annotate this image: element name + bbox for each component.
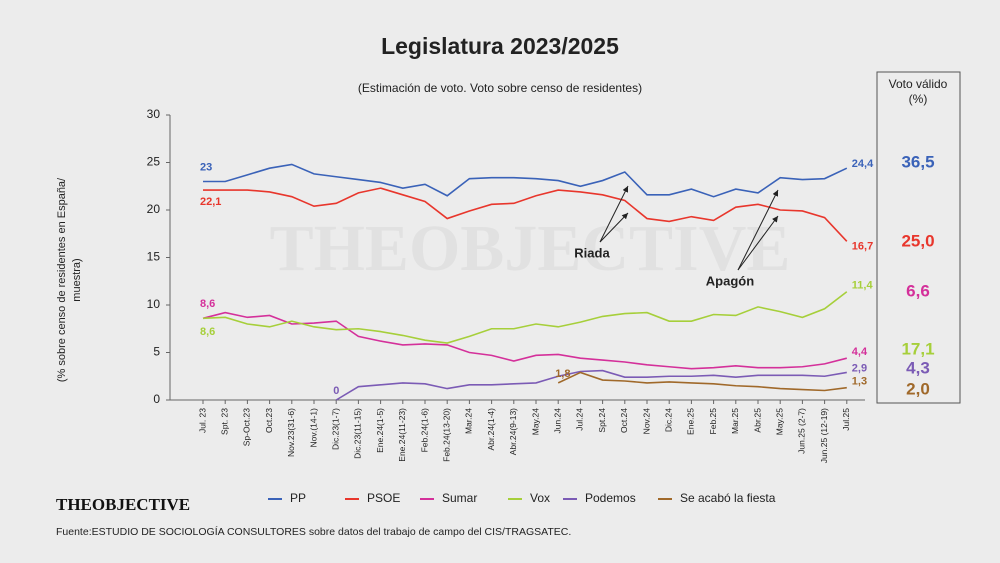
legend-label: PP <box>290 491 306 505</box>
chart-subtitle: (Estimación de voto. Voto sobre censo de… <box>358 81 642 95</box>
annotation-arrow <box>737 215 779 271</box>
x-tick-label: Sp-Oct.23 <box>242 408 252 447</box>
series-line <box>202 311 847 370</box>
data-label: 22,1 <box>200 196 221 208</box>
data-label: 0 <box>333 385 339 397</box>
series-line <box>557 371 847 392</box>
side-panel <box>876 71 961 404</box>
x-tick-label: Jun.25 (2-7) <box>797 408 807 454</box>
x-tick-label: May.25 <box>774 408 784 436</box>
x-tick-label: Mar.25 <box>730 408 740 434</box>
watermark: THEOBJECTIVE <box>270 212 791 285</box>
valid-vote: 17,1 <box>901 339 934 358</box>
y-tick-label: 20 <box>147 202 161 216</box>
y-tick-label: 0 <box>153 392 160 406</box>
chart-title: Legislatura 2023/2025 <box>381 33 619 59</box>
x-tick-label: Abr.24(1-4) <box>486 408 496 451</box>
x-tick-label: Ene.24(1-5) <box>375 408 385 453</box>
side-title: Voto válido <box>889 77 948 91</box>
y-tick-label: 15 <box>147 250 161 264</box>
y-tick-label: 25 <box>147 155 161 169</box>
y-axis-label: (% sobre censo de residentes en España/m… <box>56 177 83 382</box>
x-tick-label: Abr.24(9-13) <box>508 408 518 455</box>
x-tick-label: Dic.23(1-7) <box>330 408 340 450</box>
y-tick-label: 5 <box>153 345 160 359</box>
x-tick-label: Spt. 23 <box>219 408 229 435</box>
data-label: 4,4 <box>852 346 868 358</box>
x-tick-label: Nov.23(31-6) <box>286 408 296 457</box>
annotation-arrow <box>599 185 629 243</box>
data-label: 8,6 <box>200 326 215 338</box>
valid-vote: 2,0 <box>906 379 930 398</box>
legend-label: Se acabó la fiesta <box>680 491 776 505</box>
y-tick-label: 10 <box>147 297 161 311</box>
annotation-arrow <box>599 212 629 243</box>
valid-vote: 6,6 <box>906 281 930 300</box>
data-label: 1,8 <box>555 368 570 380</box>
x-tick-label: Jun.25 (12-19) <box>819 408 829 463</box>
logo: THEOBJECTIVE <box>56 495 190 514</box>
x-tick-label: Ene.25 <box>686 408 696 435</box>
data-label: 8,6 <box>200 298 215 310</box>
data-label: 2,9 <box>852 362 867 374</box>
data-label: 11,4 <box>852 280 874 292</box>
data-label: 24,4 <box>852 158 874 170</box>
data-label: 23 <box>200 161 212 173</box>
x-tick-label: Mar.24 <box>464 408 474 434</box>
y-tick-label: 30 <box>147 107 161 121</box>
x-tick-label: Nov.24 <box>641 408 651 435</box>
valid-vote: 36,5 <box>901 152 934 171</box>
x-tick-label: Feb.24(13-20) <box>441 408 451 462</box>
series-line <box>202 291 848 344</box>
x-tick-label: Nov.(14-1) <box>308 408 318 448</box>
x-tick-label: Oct.23 <box>264 408 274 433</box>
y-axis-label-line: muestra) <box>71 258 83 301</box>
x-tick-label: Dic.24 <box>663 408 673 432</box>
x-tick-label: Jul. 23 <box>197 408 207 433</box>
series-line <box>203 163 848 198</box>
valid-vote: 25,0 <box>901 231 934 250</box>
x-tick-label: Jul.24 <box>575 408 585 431</box>
x-tick-label: Feb.24(1-6) <box>419 408 429 453</box>
source: Fuente:ESTUDIO DE SOCIOLOGÍA CONSULTORES… <box>56 525 571 538</box>
data-label: 16,7 <box>852 240 873 252</box>
x-tick-label: Dic.23(11-15) <box>353 408 363 459</box>
legend-label: PSOE <box>367 491 400 505</box>
x-tick-label: Jun.24 <box>552 408 562 434</box>
x-tick-label: May.24 <box>530 408 540 436</box>
x-tick-label: Spt.24 <box>597 408 607 433</box>
annotation-arrow <box>737 189 779 271</box>
x-tick-label: Jul.25 <box>841 408 851 431</box>
series-line <box>203 187 848 242</box>
data-label: 1,3 <box>852 376 867 388</box>
annotation: Apagón <box>706 273 754 288</box>
x-tick-label: Abr.25 <box>752 408 762 433</box>
x-tick-label: Ene.24(11-23) <box>397 408 407 462</box>
annotation: Riada <box>574 245 610 260</box>
valid-vote: 4,3 <box>906 358 930 377</box>
legend-label: Podemos <box>585 491 636 505</box>
x-tick-label: Feb.25 <box>708 408 718 435</box>
legend-label: Sumar <box>442 491 477 505</box>
series-line <box>335 369 847 401</box>
x-tick-label: Oct.24 <box>619 408 629 433</box>
legend-label: Vox <box>530 491 550 505</box>
y-axis-label-line: (% sobre censo de residentes en España/ <box>56 177 68 382</box>
side-unit: (%) <box>909 92 928 106</box>
